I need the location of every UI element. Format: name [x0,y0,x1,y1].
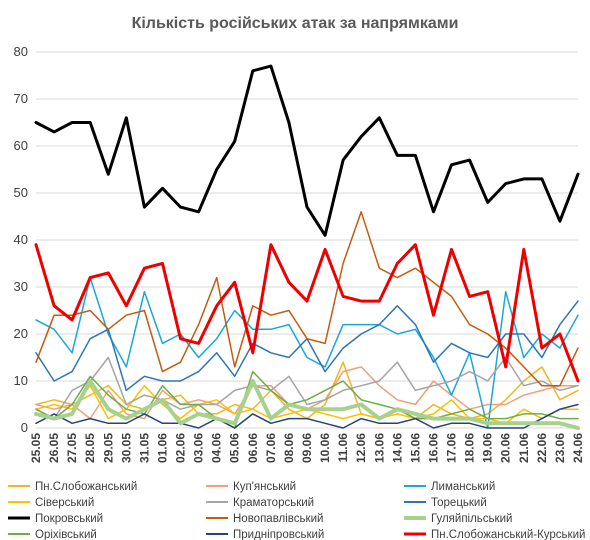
chart-title: Кількість російських атак за напрямками [132,15,459,32]
series-line-4 [35,356,579,420]
legend-label: Гуляйпільський [431,513,512,525]
y-axis: 0 10 20 30 40 50 60 70 80 [14,44,28,435]
x-tick-label: 24.06 [571,433,585,463]
x-tick-label: 17.06 [445,433,459,463]
series-line-11 [34,243,580,383]
legend-label: Покровський [35,513,103,525]
series-line-10 [35,403,579,429]
series-lines [34,64,580,430]
x-tick-label: 13.06 [372,433,386,463]
x-tick-label: 27.05 [65,433,79,463]
series-line-7 [35,211,579,387]
legend-label: Оріхівський [35,529,97,540]
x-tick-label: 16.06 [426,433,440,463]
legend-label: Сіверський [35,497,94,509]
legend-label: Куп'янський [233,481,296,493]
x-tick-label: 08.06 [282,433,296,463]
x-tick-label: 09.06 [300,433,314,463]
legend-label: Пн.Слобожанський-Курський [431,529,585,540]
legend: Пн.Слобожанський Куп'янський Лиманський Сів… [8,481,585,540]
x-tick-label: 05.06 [228,433,242,463]
series-line-9 [35,370,579,429]
y-tick-label: 0 [21,420,28,435]
x-tick-label: 28.05 [83,433,97,463]
series-line-8 [34,379,580,430]
x-tick-label: 03.06 [192,433,206,463]
legend-label: Пн.Слобожанський [35,481,137,493]
x-tick-label: 07.06 [264,433,278,463]
grid-lines [36,51,578,429]
x-tick-label: 26.05 [47,433,61,463]
legend-label: Торецький [431,497,487,509]
x-tick-label: 29.05 [101,433,115,463]
legend-label: Лиманський [431,481,495,493]
x-tick-label: 12.06 [354,433,368,463]
x-tick-label: 19.06 [481,433,495,463]
y-tick-label: 80 [14,44,28,59]
x-tick-label: 14.06 [390,433,404,463]
series-line-5 [35,300,579,392]
legend-label: Краматорський [233,497,314,509]
x-tick-label: 31.05 [137,433,151,463]
y-tick-label: 30 [14,279,28,294]
x-tick-label: 30.05 [119,433,133,463]
x-tick-label: 23.06 [553,433,567,463]
y-tick-label: 70 [14,91,28,106]
legend-label: Придніпровський [233,529,324,540]
x-tick-label: 25.05 [29,433,43,463]
x-tick-label: 10.06 [318,433,332,463]
y-tick-label: 40 [14,232,28,247]
legend-label: Новопавлівський [233,513,323,525]
y-tick-label: 20 [14,326,28,341]
series-line-6 [34,64,580,237]
x-tick-label: 11.06 [336,433,350,463]
x-tick-label: 02.06 [174,433,188,463]
x-tick-label: 04.06 [210,433,224,463]
x-tick-label: 18.06 [463,433,477,463]
y-tick-label: 10 [14,373,28,388]
x-tick-label: 21.06 [517,433,531,463]
y-tick-label: 50 [14,185,28,200]
x-tick-label: 06.06 [246,433,260,463]
x-tick-label: 01.06 [155,433,169,463]
y-tick-label: 60 [14,138,28,153]
x-tick-label: 20.06 [499,433,513,463]
x-tick-label: 15.06 [408,433,422,463]
x-axis: 25.05 26.05 27.05 28.05 29.05 30.05 31.05 01.06… [29,433,585,463]
x-tick-label: 22.06 [535,433,549,463]
